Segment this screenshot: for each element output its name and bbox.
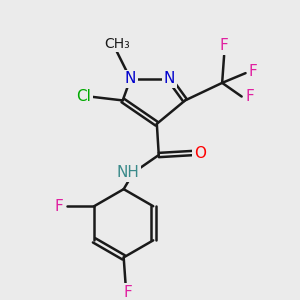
- Text: O: O: [194, 146, 206, 160]
- Text: F: F: [55, 199, 63, 214]
- Text: F: F: [220, 38, 229, 53]
- Text: N: N: [125, 71, 136, 86]
- Text: N: N: [164, 71, 175, 86]
- Text: F: F: [123, 285, 132, 300]
- Text: F: F: [245, 89, 254, 104]
- Text: CH₃: CH₃: [104, 37, 130, 51]
- Text: F: F: [249, 64, 258, 79]
- Text: Cl: Cl: [76, 89, 91, 104]
- Text: NH: NH: [116, 165, 139, 180]
